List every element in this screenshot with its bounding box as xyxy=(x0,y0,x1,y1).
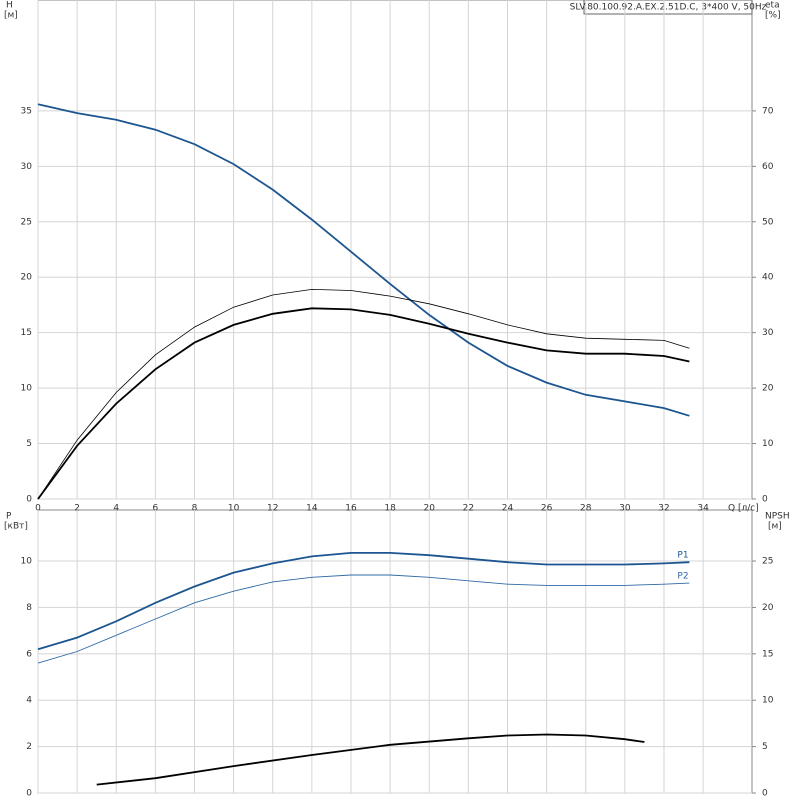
series-line xyxy=(96,733,645,786)
y2-tick-label: 25 xyxy=(762,557,773,567)
y-tick-label: 5 xyxy=(26,439,32,449)
y-tick-label: 2 xyxy=(26,742,32,752)
y-axis-label: P xyxy=(6,512,12,522)
y2-axis-unit: [м] xyxy=(768,522,782,532)
y2-tick-label: 15 xyxy=(762,649,773,659)
series-label: P1 xyxy=(677,551,688,561)
x-tick-label: 14 xyxy=(306,504,318,514)
y2-tick-label: 50 xyxy=(762,217,774,227)
y-axis-unit: [м] xyxy=(4,11,18,21)
y2-tick-label: 0 xyxy=(762,789,768,799)
y-tick-label: 35 xyxy=(21,106,32,116)
x-tick-label: 30 xyxy=(619,504,631,514)
x-tick-label: 0 xyxy=(35,504,41,514)
y2-tick-label: 40 xyxy=(762,273,774,283)
y2-tick-label: 10 xyxy=(762,439,774,449)
y-tick-label: 15 xyxy=(21,328,32,338)
x-tick-label: 6 xyxy=(153,504,159,514)
y-axis-label: H xyxy=(6,1,13,11)
y-axis-unit: [кВт] xyxy=(4,522,28,532)
x-tick-label: 26 xyxy=(541,504,553,514)
series-line xyxy=(37,288,690,500)
plot-frame xyxy=(37,0,753,500)
annotation-box xyxy=(583,0,753,15)
y2-axis-unit: [%] xyxy=(765,11,781,21)
x-tick-label: 2 xyxy=(74,504,80,514)
x-tick-label: 8 xyxy=(192,504,198,514)
y2-tick-label: 20 xyxy=(762,384,774,394)
y-tick-label: 0 xyxy=(26,789,32,799)
y2-tick-label: 30 xyxy=(762,328,774,338)
x-axis-label: Q [л/с] xyxy=(728,504,759,514)
series-line xyxy=(37,574,690,664)
x-tick-label: 4 xyxy=(113,504,119,514)
y-tick-label: 0 xyxy=(26,495,32,505)
y2-axis-label: eta xyxy=(765,1,780,11)
y-tick-label: 20 xyxy=(21,273,33,283)
series-line xyxy=(37,103,690,417)
y2-axis-label: NPSH xyxy=(765,512,790,522)
y2-tick-label: 20 xyxy=(762,603,774,613)
y-tick-label: 6 xyxy=(26,649,32,659)
y-tick-label: 10 xyxy=(21,557,33,567)
series-line xyxy=(37,552,690,651)
x-tick-label: 28 xyxy=(580,504,592,514)
x-tick-label: 32 xyxy=(658,504,669,514)
y2-tick-label: 0 xyxy=(762,495,768,505)
series-label: P2 xyxy=(677,572,688,582)
y2-tick-label: 60 xyxy=(762,162,774,172)
x-tick-label: 16 xyxy=(345,504,357,514)
x-tick-label: 22 xyxy=(463,504,474,514)
x-tick-label: 34 xyxy=(697,504,709,514)
series-line xyxy=(37,307,690,500)
y-tick-label: 8 xyxy=(26,603,32,613)
x-tick-label: 12 xyxy=(267,504,278,514)
y2-tick-label: 70 xyxy=(762,106,774,116)
y2-tick-label: 10 xyxy=(762,696,774,706)
y-tick-label: 30 xyxy=(21,162,33,172)
x-tick-label: 10 xyxy=(228,504,240,514)
y2-tick-label: 5 xyxy=(762,742,768,752)
y-tick-label: 10 xyxy=(21,384,33,394)
annotation: SLV.80.100.92.A.EX.2.51D.C, 3*400 V, 50H… xyxy=(570,3,767,13)
y-tick-label: 4 xyxy=(26,696,32,706)
y-tick-label: 25 xyxy=(21,217,32,227)
x-tick-label: 18 xyxy=(384,504,396,514)
x-tick-label: 20 xyxy=(424,504,436,514)
x-tick-label: 24 xyxy=(502,504,514,514)
